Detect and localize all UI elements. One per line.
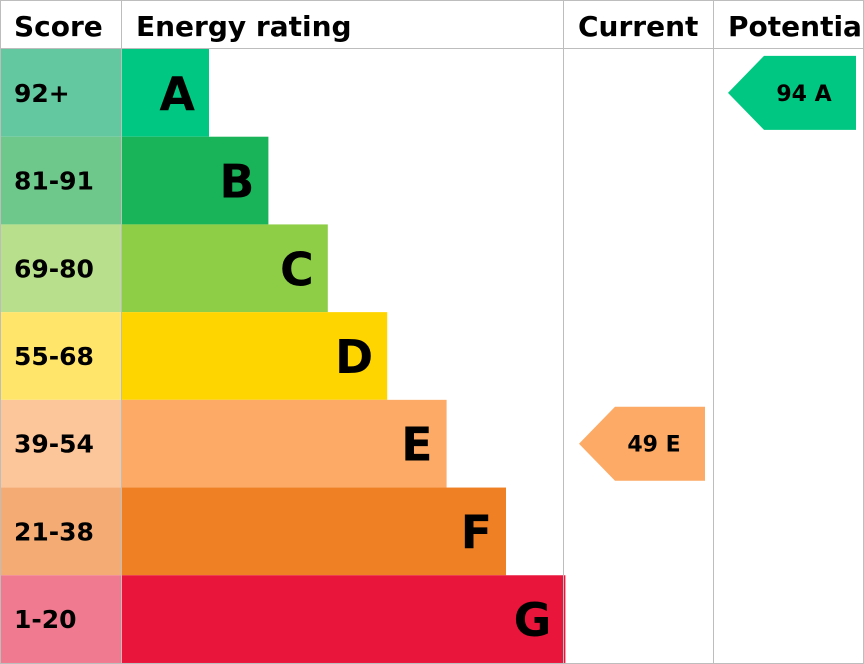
rating-bar-b (121, 136, 269, 225)
rating-bar-c (121, 224, 328, 313)
rating-letter-a: A (159, 67, 195, 121)
score-cell-b (0, 136, 121, 225)
score-label-f: 21-38 (14, 517, 94, 546)
score-label-a: 92+ (14, 79, 70, 108)
header-current: Current (578, 10, 698, 43)
score-cell-f (0, 487, 121, 576)
potential-rating-label: 94 A (776, 82, 831, 107)
header-potential: Potential (728, 10, 864, 43)
rating-letter-d: D (335, 330, 373, 384)
header-score: Score (14, 10, 103, 43)
rating-letter-e: E (401, 418, 432, 472)
score-cell-e (0, 399, 121, 488)
potential-rating-arrow (728, 55, 856, 130)
score-label-d: 55-68 (14, 342, 94, 371)
current-rating-arrow (579, 406, 705, 481)
rating-bar-a (121, 49, 209, 137)
column-headers: Score Energy rating Current Potential (14, 10, 864, 43)
score-label-g: 1-20 (14, 605, 77, 634)
score-cell-g (0, 575, 121, 663)
score-cell-c (0, 224, 121, 313)
rating-letter-b: B (219, 155, 254, 209)
score-cell-a (0, 49, 121, 137)
current-rating-label: 49 E (627, 433, 680, 458)
score-label-e: 39-54 (14, 430, 94, 459)
rating-bar-e (121, 399, 447, 488)
rating-letter-g: G (514, 593, 552, 647)
rating-markers: 49 E 94 A (579, 55, 856, 481)
score-label-c: 69-80 (14, 254, 94, 283)
rating-bar-g (121, 575, 566, 663)
rating-bar-d (121, 312, 388, 400)
header-energy-rating: Energy rating (136, 10, 352, 43)
score-cell-d (0, 312, 121, 400)
rating-bar-f (121, 487, 506, 576)
rating-letter-c: C (280, 242, 314, 296)
score-label-b: 81-91 (14, 167, 94, 196)
rating-letter-f: F (461, 505, 492, 559)
rating-bands: 92+ A 81-91 B 69-80 C 55-68 D 39-54 E 21-38 F 1-20 G (0, 49, 566, 663)
